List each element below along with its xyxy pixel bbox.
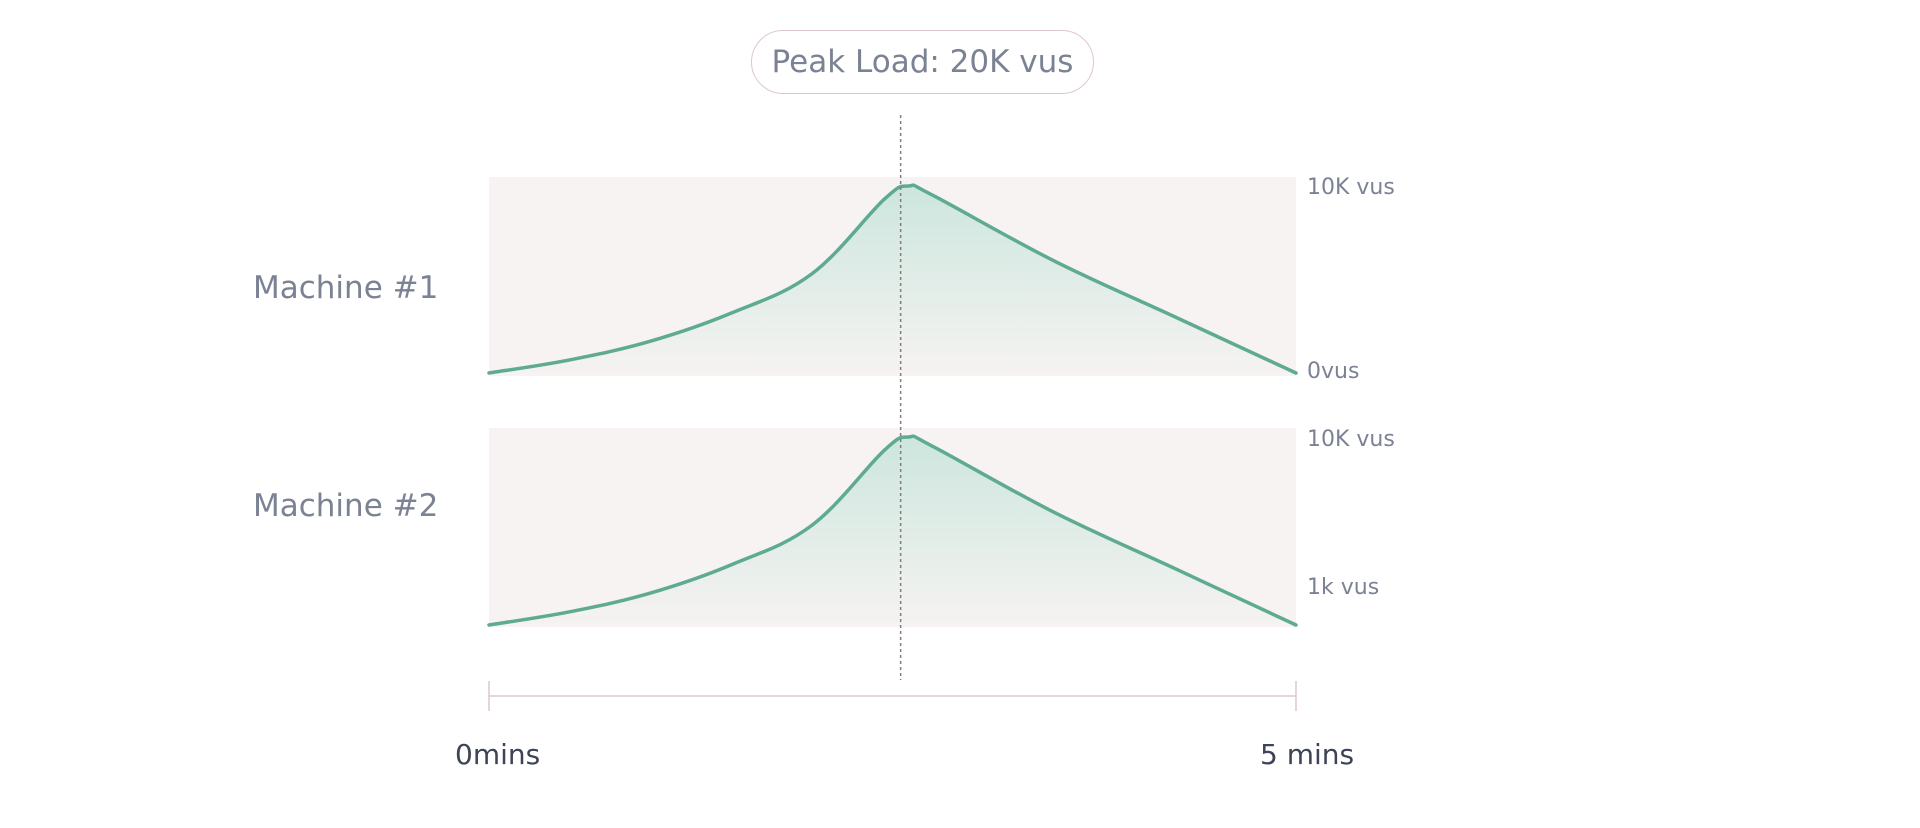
- machine-2-area: [489, 436, 1296, 627]
- machine-2-label: Machine #2: [253, 488, 439, 524]
- peak-load-text: Peak Load: 20K vus: [771, 44, 1074, 80]
- machine-1-series-line: [487, 183, 1298, 375]
- machine-1-bottom-label: 0vus: [1307, 359, 1360, 384]
- x-start-label: 0mins: [455, 738, 541, 771]
- machine-1-top-label: 10K vus: [1307, 175, 1395, 200]
- machine-1-label: Machine #1: [253, 270, 439, 306]
- peak-load-annotation: Peak Load: 20K vus: [751, 30, 1094, 94]
- machine-2-top-label: 10K vus: [1307, 427, 1395, 452]
- machine-2-bottom-label: 1k vus: [1307, 575, 1380, 600]
- x-end-label: 5 mins: [1260, 738, 1355, 771]
- machine-2-series-line: [487, 434, 1298, 627]
- machine-1-area: [489, 185, 1296, 376]
